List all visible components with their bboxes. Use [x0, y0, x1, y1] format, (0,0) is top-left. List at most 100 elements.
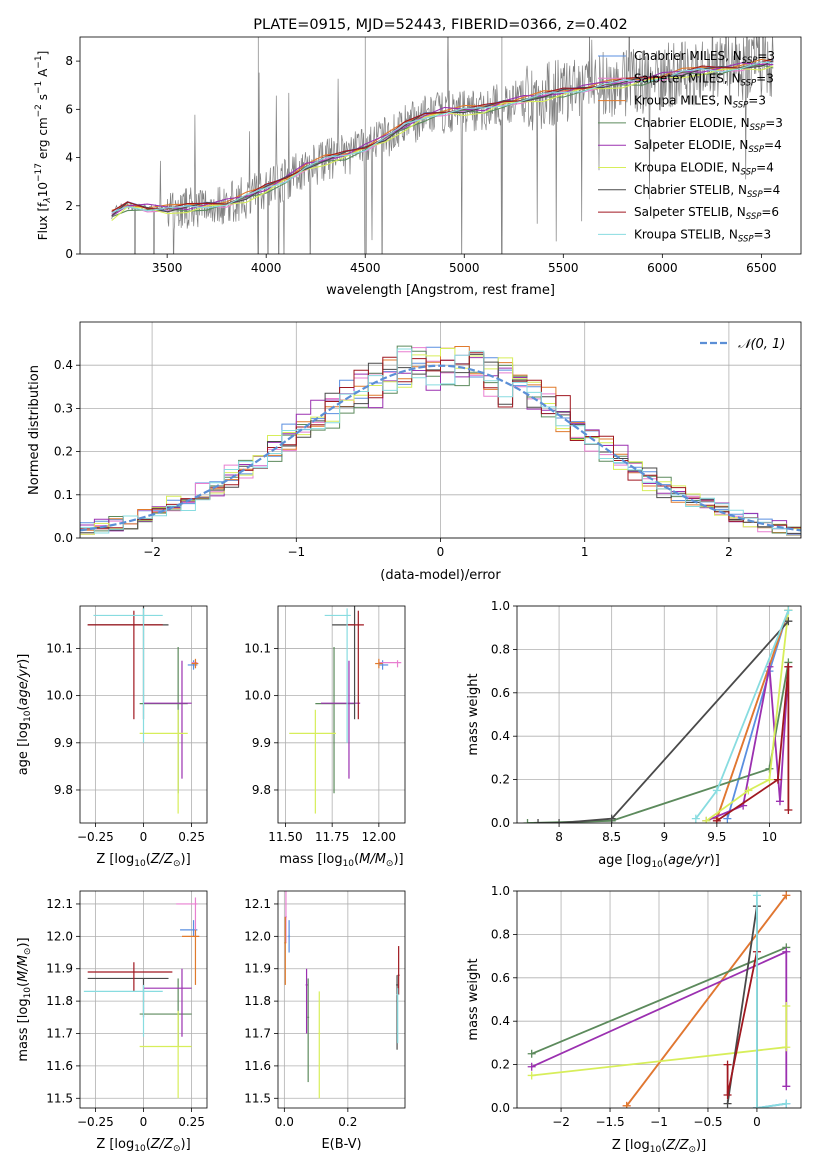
y-tick-label: 11.7 — [244, 1027, 271, 1041]
axes-frame — [277, 605, 406, 824]
error-bar-point — [87, 610, 163, 720]
y-tick-label: 12.1 — [46, 897, 73, 911]
y-tick-label: 1.0 — [491, 884, 510, 898]
error-bar-point — [332, 606, 356, 720]
error-bar-point — [397, 946, 400, 995]
error-bar-point — [139, 1010, 192, 1099]
x-axis-label: mass [log10(M/M⊙)] — [279, 852, 403, 869]
y-tick-label: 9.8 — [54, 783, 73, 797]
error-bar-point — [87, 962, 173, 992]
plot-area-weight-vs-age — [523, 606, 793, 823]
error-bar-point — [305, 968, 308, 1034]
y-tick-label: 0.3 — [54, 401, 73, 415]
y-tick-label: 1.0 — [491, 599, 510, 613]
plot-area-age-vs-mass — [289, 606, 402, 814]
y-tick-label: 10.1 — [244, 641, 271, 655]
x-tick-label: 0 — [753, 1115, 761, 1129]
plot-area-spectrum — [111, 37, 774, 254]
y-tick-label: 11.9 — [244, 962, 271, 976]
x-axis-label: age [log10(age/yr)] — [598, 853, 720, 870]
axes-frame — [516, 605, 802, 824]
y-tick-label: 0.8 — [491, 642, 510, 656]
x-tick-label: 2 — [725, 545, 733, 559]
weight-marker — [775, 797, 784, 806]
error-bar-point — [143, 660, 192, 779]
error-bar-point — [143, 968, 192, 1037]
y-tick-label: 8 — [65, 54, 73, 68]
y-axis-label: Flux [fλ10−17 erg cm−2 s−1 A−1] — [34, 51, 53, 241]
weight-marker — [782, 1099, 791, 1108]
chart-title: PLATE=0915, MJD=52443, FIBERID=0366, z=0… — [253, 17, 627, 33]
x-tick-label: 6000 — [647, 261, 678, 275]
legend-label: Salpeter STELIB, NSSP=6 — [634, 205, 779, 222]
x-tick-label: 4500 — [350, 261, 381, 275]
y-tick-label: 12.0 — [46, 929, 73, 943]
error-bar-point — [378, 660, 402, 668]
error-bar-point — [289, 709, 336, 814]
y-tick-label: 11.9 — [46, 962, 73, 976]
error-bar-point — [347, 610, 364, 720]
y-tick-label: 9.8 — [252, 783, 271, 797]
x-tick-label: 0 — [140, 1115, 148, 1129]
x-tick-label: 9 — [660, 830, 668, 844]
error-bar-point — [176, 897, 198, 937]
y-tick-label: 10.1 — [46, 641, 73, 655]
y-tick-label: 10.0 — [46, 689, 73, 703]
residual-histogram — [80, 348, 801, 536]
legend-label: Salpeter MILES, NSSP=3 — [634, 71, 774, 88]
x-axis-label: wavelength [Angstrom, rest frame] — [326, 283, 555, 298]
y-tick-label: 0.4 — [54, 358, 73, 372]
weight-marker — [534, 819, 543, 823]
y-tick-label: 12.0 — [244, 929, 271, 943]
model-spectrum — [111, 61, 774, 215]
y-tick-label: 11.5 — [244, 1091, 271, 1105]
legend-label: Kroupa MILES, NSSP=3 — [634, 94, 766, 111]
y-tick-label: 11.6 — [244, 1059, 271, 1073]
y-tick-label: 9.9 — [252, 736, 271, 750]
x-tick-label: 0.25 — [178, 1115, 205, 1129]
weight-marker — [702, 816, 711, 823]
x-axis-label: Z [log10(Z/Z⊙)] — [96, 1137, 190, 1154]
error-bar-point — [396, 975, 399, 1050]
error-bar-point — [320, 660, 361, 779]
weight-marker — [782, 1043, 791, 1052]
weight-marker — [773, 775, 782, 784]
plot-area-mass-vs-Z — [83, 897, 200, 1099]
x-tick-label: −1 — [287, 545, 305, 559]
x-tick-label: 11.50 — [268, 830, 302, 844]
weight-marker — [723, 1090, 732, 1099]
weight-line — [695, 609, 790, 820]
y-tick-label: 11.8 — [46, 994, 73, 1008]
y-tick-label: 2 — [65, 199, 73, 213]
weight-line — [716, 666, 790, 822]
error-bar-point — [378, 660, 389, 670]
x-tick-label: 9.5 — [707, 830, 726, 844]
error-bar-point — [87, 977, 169, 1018]
error-bar-point — [288, 920, 291, 953]
error-bar-point — [318, 991, 321, 1099]
weight-line — [531, 946, 787, 1055]
x-tick-label: 8 — [555, 830, 563, 844]
plot-area-weight-vs-Z — [527, 891, 791, 1108]
weight-marker — [782, 1002, 791, 1011]
y-axis-label: mass [log10(M/M⊙)] — [16, 937, 33, 1061]
x-tick-label: 3500 — [152, 261, 183, 275]
error-bar-point — [139, 709, 188, 814]
weight-marker — [784, 662, 793, 671]
x-tick-label: 0.2 — [338, 1115, 357, 1129]
y-tick-label: 11.7 — [46, 1027, 73, 1041]
x-tick-label: −0.25 — [77, 1115, 114, 1129]
x-tick-label: 8.5 — [602, 830, 621, 844]
legend-label: Kroupa ELODIE, NSSP=4 — [634, 161, 774, 178]
weight-marker — [527, 1049, 536, 1058]
y-axis-label: mass weight — [466, 958, 481, 1040]
y-tick-label: 0.4 — [491, 1014, 510, 1028]
weight-marker — [527, 1062, 536, 1071]
weight-marker — [782, 1082, 791, 1091]
error-bar-point — [396, 988, 399, 1044]
weight-marker — [555, 819, 564, 823]
legend-label: Salpeter ELODIE, NSSP=4 — [634, 138, 782, 155]
weight-marker — [527, 1071, 536, 1080]
x-tick-label: 0 — [140, 830, 148, 844]
y-tick-label: 12.1 — [244, 897, 271, 911]
